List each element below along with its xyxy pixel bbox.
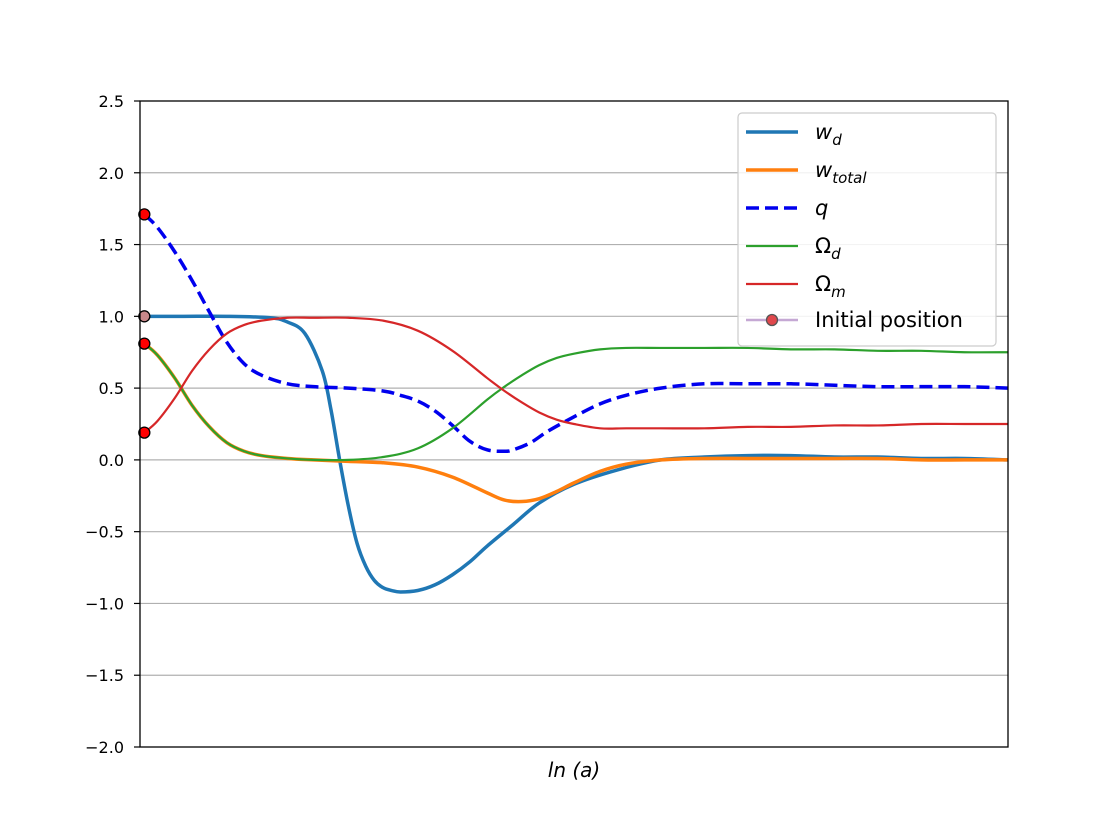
legend: wd wtotal q Ωd Ωm Initial position — [737, 112, 997, 347]
series-lines — [143, 213, 1009, 594]
legend-label-4: Ωm — [815, 272, 846, 301]
series-line-2 — [143, 213, 1009, 454]
y-tick-label: −1.0 — [85, 594, 124, 613]
legend-label-3: Ωd — [815, 234, 841, 263]
y-tick-label: 0.0 — [99, 451, 124, 470]
initial-position-marker — [138, 208, 151, 221]
initial-position-markers — [138, 208, 151, 439]
legend-marker-initial — [765, 313, 779, 327]
legend-label-initial: Initial position — [815, 308, 963, 332]
y-tick-label: −0.5 — [85, 523, 124, 542]
y-tick-label: 1.0 — [99, 307, 124, 326]
y-tick-label: 1.5 — [99, 236, 124, 255]
y-tick-label: 0.5 — [99, 379, 124, 398]
legend-box — [737, 112, 997, 347]
y-tick-label: −2.0 — [85, 738, 124, 757]
legend-label-0: wd — [815, 120, 842, 149]
legend-label-1: wtotal — [815, 158, 867, 187]
plot-frame — [139, 100, 1009, 748]
y-tick-label: 2.5 — [99, 92, 124, 111]
y-tick-label: 2.0 — [99, 164, 124, 183]
series-line-4 — [143, 316, 1008, 434]
initial-position-marker — [138, 426, 151, 439]
initial-position-marker — [138, 337, 151, 350]
y-axis-ticks: −2.0 −1.5 −1.0 −0.5 0.0 0.5 1.0 1.5 2.0 2.5 — [85, 92, 140, 757]
y-tick-label: −1.5 — [85, 666, 124, 685]
x-axis-label: ln (a) — [548, 758, 600, 782]
series-line-3 — [143, 342, 1009, 462]
legend-label-2: q — [815, 196, 828, 220]
series-line-0 — [144, 314, 1009, 594]
